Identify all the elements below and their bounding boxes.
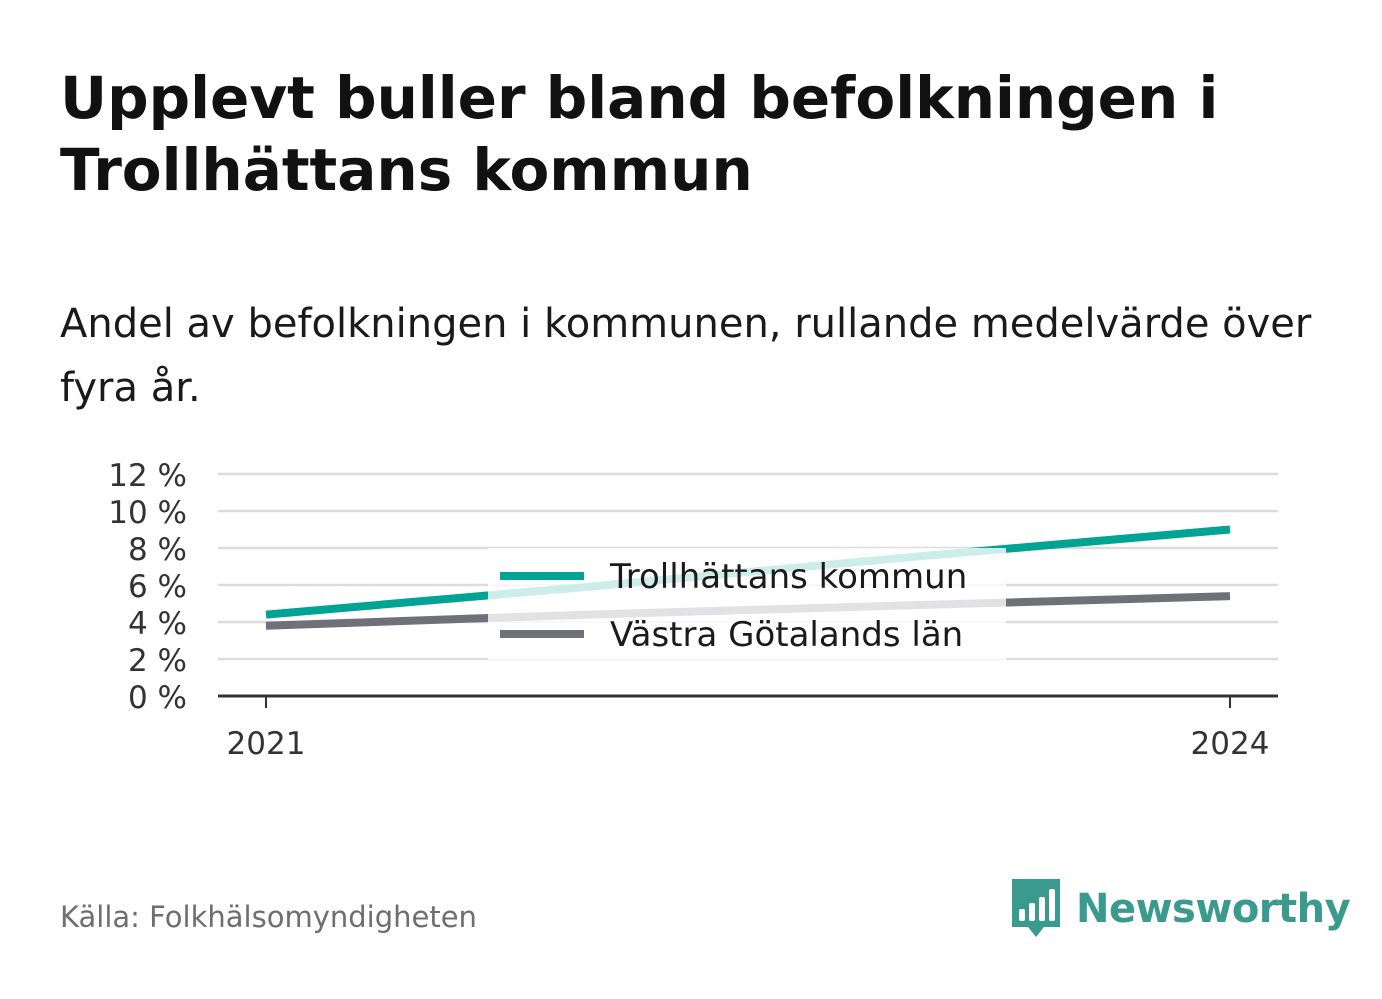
y-tick-label: 6 % (128, 569, 187, 605)
line-chart: 0 %2 %4 %6 %8 %10 %12 % 2021 2024 Trollhä… (108, 458, 1278, 762)
x-axis: 2021 2024 (218, 694, 1278, 762)
y-tick-label: 0 % (128, 680, 187, 716)
legend-label: Trollhättans kommun (609, 557, 967, 597)
brand-logo: Newsworthy (1010, 878, 1351, 940)
y-tick-label: 8 % (128, 532, 187, 568)
source-note: Källa: Folkhälsomyndigheten (60, 900, 477, 934)
y-tick-label: 2 % (128, 643, 187, 679)
chart-subtitle: Andel av befolkningen i kommunen, rullan… (60, 301, 1312, 411)
bar-chart-speech-bubble-icon (1012, 879, 1060, 937)
legend-background (488, 548, 1006, 660)
legend-label: Västra Götalands län (610, 615, 963, 655)
x-tick-label: 2021 (227, 726, 306, 762)
chart-legend: Trollhättans kommun Västra Götalands län (488, 548, 1006, 660)
chart-title: Upplevt buller bland befolkningen i Trol… (60, 64, 1219, 204)
x-tick-label: 2024 (1191, 726, 1270, 762)
y-tick-label: 4 % (128, 606, 187, 642)
brand-name: Newsworthy (1076, 886, 1351, 932)
y-axis-ticks: 0 %2 %4 %6 %8 %10 %12 % (108, 458, 187, 716)
y-tick-label: 10 % (108, 495, 187, 531)
y-tick-label: 12 % (108, 458, 187, 494)
